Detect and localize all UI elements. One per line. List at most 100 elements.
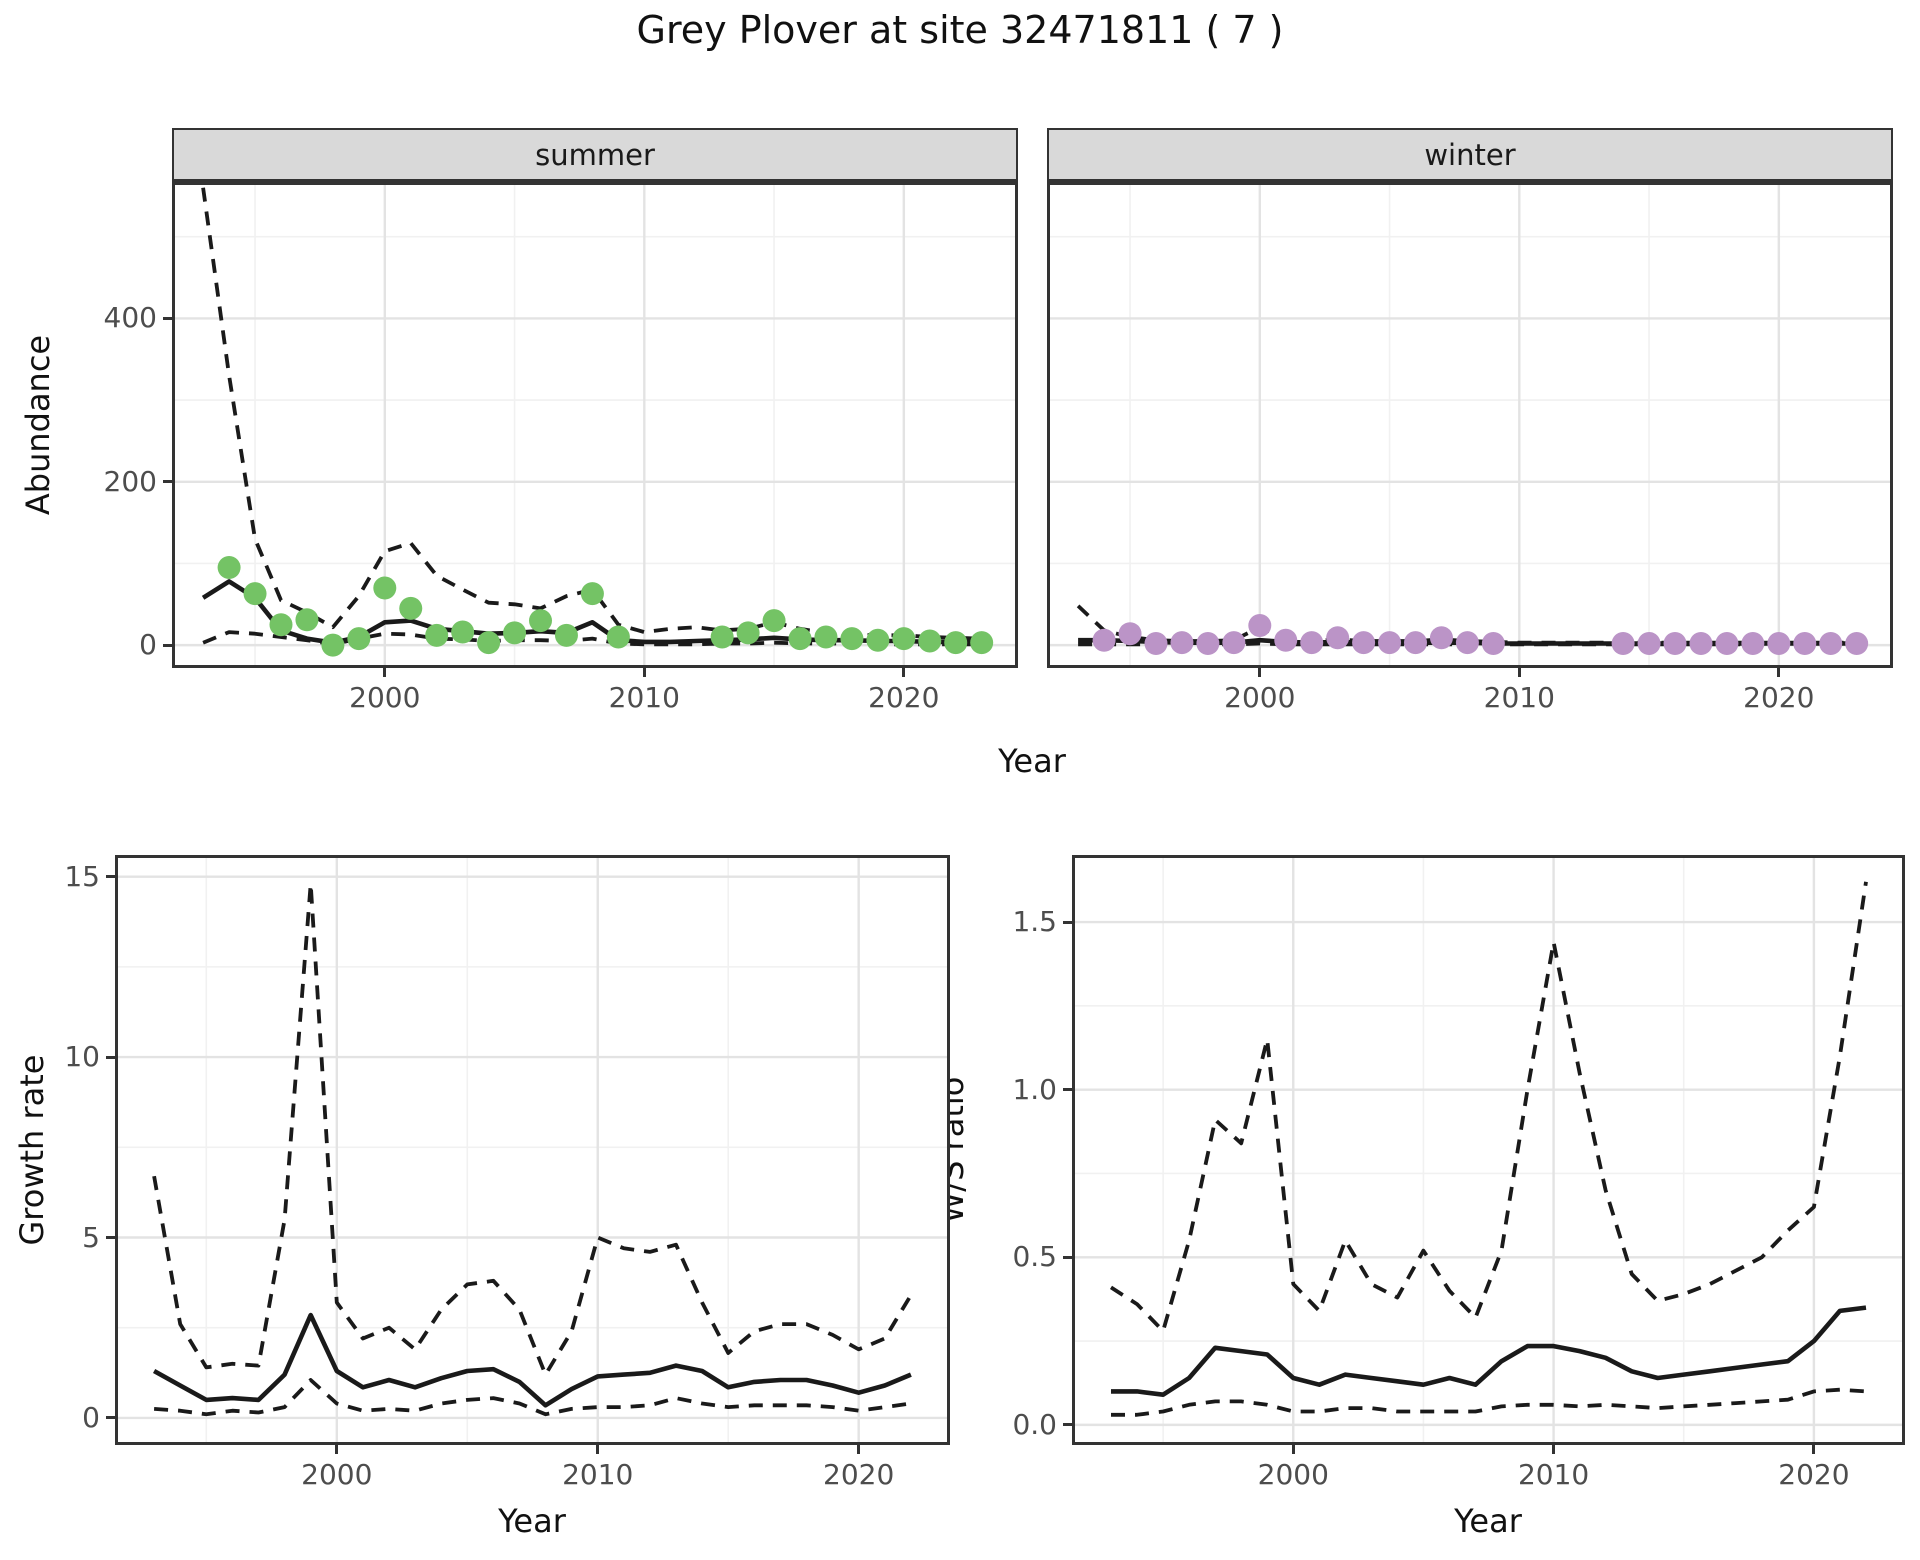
data-point [1689,631,1713,655]
data-point [1793,631,1817,655]
x-tick-mark [596,1445,600,1454]
y-axis-label-abundance: Abundance [19,334,57,516]
data-point [347,627,371,651]
y-tick-label: 400 [103,301,157,335]
observed-points [217,556,994,657]
data-point [554,623,578,647]
data-point [477,631,501,655]
data-point [710,625,734,649]
y-tick-mark [163,480,172,484]
data-point [1248,614,1272,638]
ws-ratio-plot [1072,855,1905,1445]
gridlines [115,855,950,1445]
data-point [1767,631,1791,655]
data-point [373,576,397,600]
upper-95ci-line [152,882,913,1377]
y-tick-mark [106,1416,115,1420]
data-point [814,625,838,649]
data-point [606,625,630,649]
y-tick-label: 1.5 [1012,905,1057,939]
data-point [217,556,241,580]
x-axis-label-year-ws: Year [1454,1502,1522,1540]
data-point [1455,631,1479,655]
data-point [892,627,916,651]
panel-border [1047,182,1893,668]
data-point [295,608,319,632]
lower-95ci-line [1111,1387,1867,1417]
x-tick-mark [335,1445,339,1454]
data-point [1429,626,1453,650]
x-tick-mark [642,668,646,677]
abundance-winter-plot [1047,182,1893,668]
x-axis-label-year-growth: Year [498,1502,566,1540]
observed-points [1092,614,1869,655]
data-point [1326,626,1350,650]
data-point [503,621,527,645]
y-tick-label: 0.5 [1012,1240,1057,1274]
y-tick-mark [106,1236,115,1239]
y-tick-label: 0.0 [1012,1407,1057,1441]
x-tick-mark [1517,668,1521,677]
y-tick-mark [1063,1255,1072,1259]
facet-strip-summer: summer [172,128,1018,182]
growth-rate-plot [115,855,950,1445]
panel-border [172,182,1018,668]
data-point [1611,631,1635,655]
x-tick-label: 2010 [1483,681,1555,714]
data-point [269,613,293,637]
data-point [944,631,968,655]
data-point [918,629,942,653]
data-point [529,609,553,633]
panel-border [1072,855,1905,1445]
facet-strip-winter: winter [1047,128,1893,182]
data-point [451,620,475,644]
x-tick-label: 2010 [1517,1458,1590,1491]
data-point [970,631,994,655]
data-point [736,621,760,645]
data-point [762,609,786,633]
fitted-line [152,1312,912,1408]
data-point [1715,631,1739,655]
data-point [1819,631,1843,655]
y-tick-mark [1063,1088,1072,1092]
x-tick-mark [857,1445,861,1454]
x-tick-label: 2000 [1224,681,1296,714]
y-tick-mark [106,1055,115,1059]
x-tick-mark [1552,1445,1556,1454]
data-point [321,633,345,657]
y-tick-label: 0 [82,1400,100,1434]
data-point [1378,631,1402,655]
abundance-summer-plot [172,182,1018,668]
data-point [1222,631,1246,655]
y-tick-mark [1063,920,1072,924]
y-tick-label: 10 [64,1040,100,1074]
data-point [1663,631,1687,655]
data-point [1845,631,1869,655]
data-point [580,582,604,606]
y-tick-mark [163,316,172,320]
x-tick-mark [1258,668,1262,677]
x-tick-mark [1812,1445,1816,1454]
y-tick-label: 1.0 [1012,1072,1057,1106]
x-tick-mark [1777,668,1781,677]
data-point [866,628,890,652]
x-tick-mark [1291,1445,1295,1454]
data-point [243,582,267,606]
data-point [1118,622,1142,646]
x-tick-label: 2000 [349,681,421,714]
x-tick-label: 2020 [1743,681,1815,714]
data-point [1481,631,1505,655]
x-tick-label: 2000 [301,1458,373,1491]
fitted-line [1111,1305,1867,1397]
data-point [788,627,812,651]
x-tick-label: 2020 [823,1458,895,1491]
panel-border [115,855,950,1445]
data-point [425,623,449,647]
y-tick-label: 0 [139,628,157,662]
y-axis-label-growth-rate: Growth rate [13,1054,51,1246]
x-tick-mark [902,668,906,677]
x-tick-label: 2020 [1778,1458,1850,1491]
data-point [1274,628,1298,652]
data-point [1404,631,1428,655]
